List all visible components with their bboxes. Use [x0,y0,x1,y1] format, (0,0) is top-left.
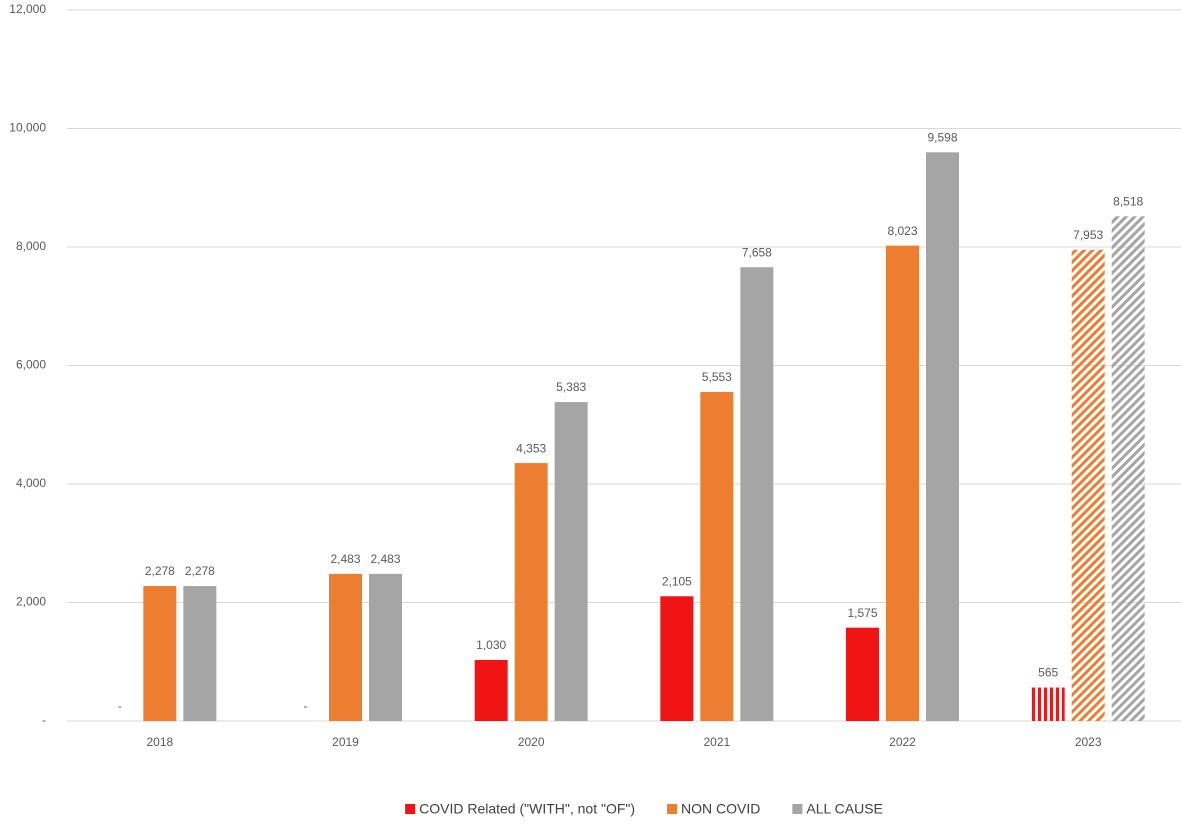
legend-item: NON COVID [667,801,760,817]
data-label: 2,483 [330,552,360,566]
bar [514,463,548,721]
x-tick-label: 2020 [518,735,545,749]
data-label: 4,353 [516,441,546,455]
legend-swatch [792,804,803,814]
y-tick-label: 12,000 [9,2,46,16]
y-tick-label: 10,000 [9,121,46,135]
data-label: 9,598 [927,130,957,144]
bar [1071,249,1105,722]
y-tick-label: 2,000 [16,595,46,609]
legend-label: NON COVID [681,801,760,817]
legend-swatch [667,804,678,814]
bar [740,267,774,721]
bar [1111,216,1145,721]
legend-item: ALL CAUSE [792,801,883,817]
data-label: 8,023 [887,224,917,238]
data-label: 565 [1038,666,1058,680]
data-label: 8,518 [1113,194,1143,208]
bar [660,596,694,721]
data-label: 5,553 [702,370,732,384]
bar [183,586,217,721]
bar [329,573,362,721]
data-label: 1,575 [847,606,877,620]
y-tick-label: 4,000 [16,476,46,490]
legend-swatch [405,804,416,814]
legend-label: COVID Related ("WITH", not "OF") [419,801,635,817]
data-label: 2,483 [370,552,400,566]
bar [886,245,919,721]
x-tick-label: 2023 [1075,735,1102,749]
bar [143,586,177,721]
data-label: - [118,699,122,713]
bar [554,402,588,721]
bar [926,152,959,722]
bar [369,573,402,721]
data-label: 1,030 [476,638,506,652]
bar [1031,687,1065,721]
bar [700,391,734,721]
data-label: 2,278 [145,564,175,578]
y-tick-label: - [42,713,46,727]
legend: COVID Related ("WITH", not "OF") NON COVI… [405,801,883,817]
y-tick-label: 8,000 [16,239,46,253]
data-label: - [304,699,308,713]
data-label: 7,953 [1073,228,1103,242]
x-tick-label: 2018 [146,735,173,749]
data-label: 2,278 [185,564,215,578]
x-tick-label: 2021 [703,735,730,749]
x-tick-label: 2022 [889,735,916,749]
y-tick-label: 6,000 [16,358,46,372]
x-tick-label: 2019 [332,735,359,749]
data-label: 2,105 [662,574,692,588]
data-label: 7,658 [742,245,772,259]
data-label: 5,383 [556,380,586,394]
legend-label: ALL CAUSE [806,801,883,817]
bar [846,627,879,721]
legend-item: COVID Related ("WITH", not "OF") [405,801,635,817]
bar [474,659,508,721]
